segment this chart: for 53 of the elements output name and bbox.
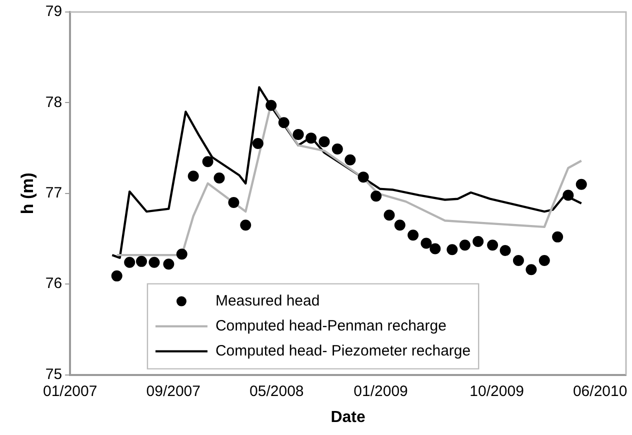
point xyxy=(576,178,587,190)
point xyxy=(430,243,441,254)
x-tick-label: 10/2009 xyxy=(470,382,524,400)
legend-label: Computed head- Piezometer recharge xyxy=(215,342,471,360)
point xyxy=(176,248,188,260)
point xyxy=(318,136,330,148)
point xyxy=(266,100,277,111)
point xyxy=(228,196,240,208)
point xyxy=(538,255,550,266)
y-tick-label: 77 xyxy=(45,184,62,202)
y-axis-title: h (m) xyxy=(18,172,37,214)
x-tick-label: 09/2007 xyxy=(146,382,200,400)
point xyxy=(148,256,160,268)
point xyxy=(446,244,458,256)
x-tick-label: 06/2010 xyxy=(572,382,628,400)
point xyxy=(188,170,199,182)
x-tick-label: 01/2009 xyxy=(354,382,408,400)
point xyxy=(472,236,484,247)
y-tick-label: 76 xyxy=(45,275,62,292)
point xyxy=(332,143,343,154)
point xyxy=(526,264,537,276)
point xyxy=(459,240,470,251)
point xyxy=(420,238,432,249)
point xyxy=(124,256,136,268)
legend-label: Computed head-Penman recharge xyxy=(215,317,446,334)
point xyxy=(562,190,574,201)
point xyxy=(292,128,304,140)
point xyxy=(487,240,498,251)
legend-label: Measured head xyxy=(215,292,320,310)
point xyxy=(512,255,524,266)
point xyxy=(136,256,147,267)
x-tick-label: 01/2007 xyxy=(42,382,98,400)
point xyxy=(394,220,406,231)
point xyxy=(214,172,225,184)
y-tick-label: 78 xyxy=(45,94,62,111)
x-tick-label: 05/2008 xyxy=(250,382,304,400)
y-tick-label: 75 xyxy=(45,366,62,383)
point xyxy=(500,245,511,256)
point xyxy=(344,154,356,166)
point xyxy=(163,258,174,270)
x-axis-title: Date xyxy=(330,408,366,426)
point xyxy=(358,172,369,183)
point xyxy=(202,156,214,168)
point xyxy=(252,138,264,150)
point xyxy=(306,132,317,144)
point xyxy=(370,190,382,202)
point xyxy=(278,117,290,128)
point xyxy=(552,231,564,242)
point xyxy=(240,220,252,231)
y-tick-label: 79 xyxy=(45,3,62,20)
point xyxy=(111,270,122,282)
point xyxy=(408,230,419,241)
point xyxy=(384,210,395,221)
